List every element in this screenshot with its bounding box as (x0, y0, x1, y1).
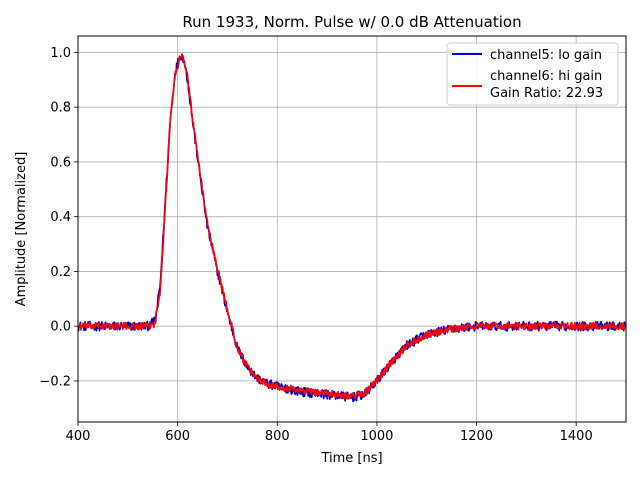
ticks: 400 600 800 1000 1200 1400 −0.2 0.0 0.2 0.4 0.6 0.8… (39, 46, 592, 444)
legend-label-channel6: channel6: hi gain (490, 69, 602, 84)
legend-box (446, 42, 619, 106)
legend: channel5: lo gain channel6: hi gain Gain… (446, 42, 619, 106)
chart-title: Run 1933, Norm. Pulse w/ 0.0 dB Attenuat… (182, 13, 521, 31)
y-tick-label: 0.0 (50, 320, 71, 335)
y-tick-label: 0.8 (50, 101, 71, 116)
plot-frame (77, 35, 627, 423)
x-tick-label: 800 (265, 429, 290, 444)
series-layer (77, 53, 627, 403)
legend-gain-ratio: Gain Ratio: 22.93 (490, 86, 603, 101)
y-axis-label: Amplitude [Normalized] (14, 152, 29, 307)
y-tick-label: 0.2 (50, 265, 71, 280)
grid (77, 36, 626, 422)
y-tick-label: 1.0 (50, 46, 71, 61)
y-tick-label: 0.4 (50, 210, 71, 225)
series-line-channel6 (77, 54, 627, 400)
x-tick-label: 1200 (460, 429, 493, 444)
x-axis-label: Time [ns] (320, 451, 382, 466)
legend-label-channel5: channel5: lo gain (490, 48, 602, 63)
x-tick-label: 600 (165, 429, 190, 444)
x-tick-label: 1400 (560, 429, 593, 444)
y-tick-label: −0.2 (39, 374, 71, 389)
y-tick-label: 0.6 (50, 155, 71, 170)
x-tick-label: 1000 (360, 429, 393, 444)
x-tick-label: 400 (66, 429, 91, 444)
